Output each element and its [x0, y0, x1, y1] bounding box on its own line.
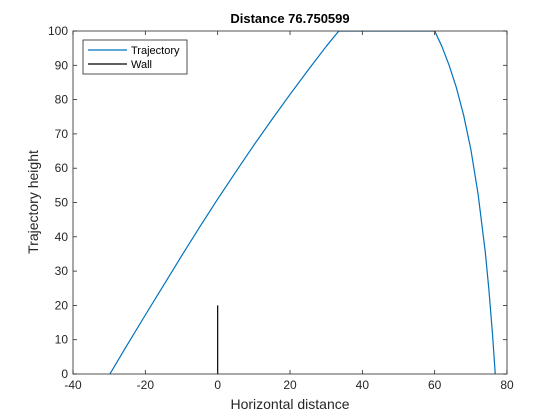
plot-background — [73, 31, 507, 374]
y-tick-label: 100 — [48, 24, 68, 38]
y-axis-label: Trajectory height — [25, 150, 41, 254]
x-tick-label: 40 — [356, 378, 370, 392]
x-tick-label: 60 — [428, 378, 442, 392]
series-trajectory-line — [109, 31, 496, 374]
y-tick-label: 90 — [55, 58, 69, 72]
x-tick-label: -40 — [64, 378, 82, 392]
legend-label: Wall — [131, 59, 152, 71]
y-tick-label: 30 — [55, 264, 69, 278]
y-tick-label: 80 — [55, 93, 69, 107]
legend-label: Trajectory — [131, 45, 180, 57]
legend: Trajectory Wall — [82, 39, 188, 75]
legend-box — [82, 39, 188, 75]
y-tick-label: 70 — [55, 127, 69, 141]
y-tick-label: 50 — [55, 196, 69, 210]
x-tick-label: 20 — [283, 378, 297, 392]
x-tick-label: 0 — [214, 378, 221, 392]
y-tick-label: 0 — [61, 367, 68, 381]
series-layer — [109, 31, 496, 374]
y-tick-label: 40 — [55, 230, 69, 244]
ticks-layer: -40 -20 0 20 40 60 80 0 10 20 30 40 50 60 70 80 90 100 — [48, 24, 514, 392]
x-tick-label: -20 — [137, 378, 155, 392]
y-tick-label: 20 — [55, 298, 69, 312]
chart-title: Distance 76.750599 — [230, 11, 349, 26]
x-tick-label: 80 — [500, 378, 514, 392]
plot-area — [73, 31, 507, 374]
x-axis-label: Horizontal distance — [230, 396, 349, 412]
y-tick-label: 60 — [55, 161, 69, 175]
y-tick-label: 10 — [55, 333, 69, 347]
